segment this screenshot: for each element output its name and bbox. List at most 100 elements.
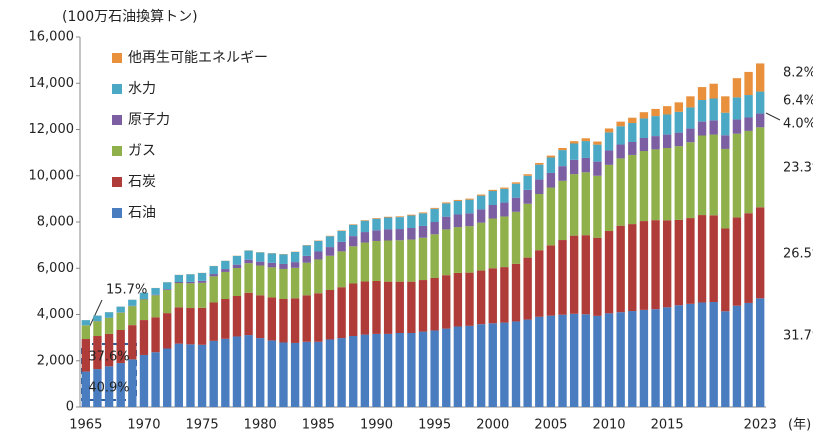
bar-segment: [488, 205, 497, 219]
annotation: 31.7%: [783, 329, 813, 344]
y-tick-label: 0: [66, 400, 74, 415]
bar-segment: [756, 207, 765, 299]
x-tick-label: 2015: [651, 418, 684, 433]
bar-segment: [697, 100, 707, 122]
bar-segment: [349, 283, 358, 337]
bar-segment: [616, 144, 625, 159]
bar-segment: [500, 216, 509, 268]
bar-segment: [639, 221, 649, 310]
bar-segment: [349, 224, 358, 237]
bar-segment: [662, 220, 672, 308]
bar-segment: [372, 218, 381, 219]
bar-segment: [697, 135, 707, 216]
bar-segment: [349, 236, 358, 247]
bar-segment: [628, 224, 637, 312]
bar-segment: [302, 262, 311, 296]
legend-swatch: [112, 53, 122, 63]
bar-segment: [360, 242, 370, 282]
bar-segment: [418, 331, 428, 407]
bar-segment: [337, 287, 346, 339]
bar-segment: [186, 344, 195, 407]
bar-segment: [267, 297, 277, 341]
bar-segment: [581, 172, 590, 236]
legend-swatch: [112, 146, 122, 156]
y-tick-label: 4,000: [37, 307, 74, 322]
bar-segment: [325, 255, 335, 290]
bar-segment: [383, 281, 393, 334]
bar-segment: [662, 134, 672, 148]
bar-segment: [651, 309, 660, 407]
bar-segment: [430, 207, 439, 209]
bar-segment: [197, 280, 207, 283]
bar-segment: [604, 150, 614, 165]
bar-segment: [756, 298, 765, 407]
bar-segment: [709, 134, 718, 216]
bar-segment: [569, 141, 579, 144]
legend-swatch: [112, 177, 122, 187]
legend-swatch: [112, 115, 122, 125]
y-tick-label: 12,000: [29, 122, 75, 137]
bar-segment: [500, 322, 509, 407]
bar-segment: [151, 317, 160, 353]
legend-label: 原子力: [128, 112, 170, 128]
bar-segment: [756, 113, 765, 128]
bar-segment: [302, 295, 311, 342]
x-tick-label: 1985: [302, 418, 335, 433]
bar-segment: [744, 302, 753, 407]
annotation: 15.7%: [106, 283, 147, 298]
bar-segment: [558, 148, 567, 151]
bar-segment: [383, 333, 393, 407]
bar-segment: [244, 335, 253, 407]
bar-segment: [104, 333, 114, 367]
bar-segment: [674, 111, 683, 133]
bar-segment: [314, 341, 323, 407]
bar-segment: [418, 237, 428, 281]
legend-label: 石油: [128, 205, 156, 221]
annotation: 6.4%: [783, 94, 813, 109]
y-tick-label: 10,000: [29, 168, 75, 183]
bar-segment: [686, 142, 695, 219]
x-tick-label: 1970: [127, 418, 160, 433]
bar-segment: [442, 202, 451, 204]
bar-segment: [186, 281, 195, 284]
bar-segment: [628, 123, 637, 142]
x-tick-label: 1980: [244, 418, 277, 433]
bar-segment: [523, 175, 532, 190]
bar-segment: [407, 333, 416, 407]
bar-segment: [558, 314, 567, 407]
x-tick-label: 2023: [744, 418, 777, 433]
x-tick-label: 2010: [592, 418, 625, 433]
bar-segment: [325, 236, 335, 248]
bar-segment: [616, 225, 625, 313]
bar-segment: [290, 342, 300, 407]
bar-segment: [407, 215, 416, 229]
bar-segment: [244, 250, 253, 260]
legend-swatch: [112, 84, 122, 94]
bar-segment: [256, 252, 265, 262]
bar-segment: [604, 313, 614, 407]
bar-segment: [232, 255, 242, 265]
bar-segment: [314, 293, 323, 342]
bar-segment: [732, 119, 742, 134]
bar-segment: [639, 137, 649, 152]
bar-segment: [407, 281, 416, 333]
bar-segment: [686, 218, 695, 304]
bar-segment: [686, 107, 695, 129]
x-tick-label: 1965: [69, 418, 102, 433]
bar-segment: [535, 164, 544, 180]
bar-segment: [511, 183, 521, 198]
bar-segment: [628, 117, 637, 124]
bar-segment: [674, 219, 683, 306]
bar-segment: [744, 95, 753, 118]
bar-segment: [163, 348, 172, 407]
bar-segment: [476, 194, 486, 196]
bar-segment: [535, 162, 544, 165]
bar-segment: [721, 228, 730, 312]
bar-segment: [267, 262, 277, 268]
bar-segment: [104, 317, 114, 334]
bar-segment: [93, 321, 102, 337]
bar-segment: [721, 311, 730, 407]
bar-segment: [256, 338, 265, 407]
bar-segment: [104, 312, 114, 318]
bar-segment: [732, 97, 742, 120]
